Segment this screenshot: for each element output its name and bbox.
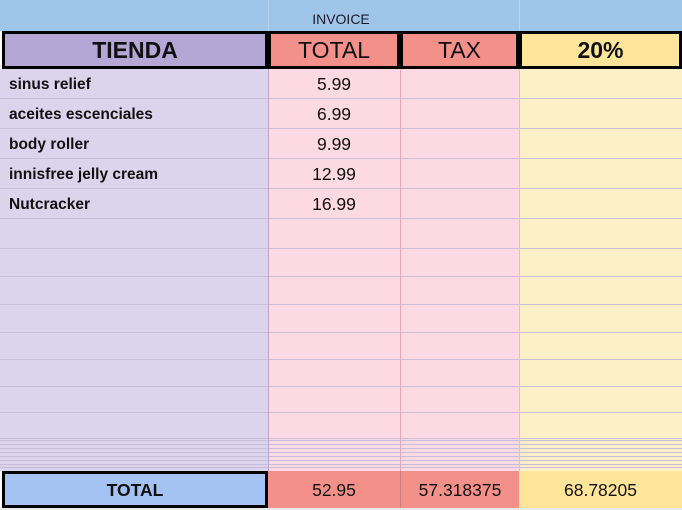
row-divider: [0, 448, 682, 449]
row-divider: [0, 460, 682, 461]
grid-line: [268, 0, 269, 31]
bottom-gridline: [0, 508, 682, 510]
item-name[interactable]: innisfree jelly cream: [9, 166, 159, 183]
table-row[interactable]: innisfree jelly cream 12.99: [0, 159, 682, 189]
item-total[interactable]: 12.99: [312, 164, 356, 184]
row-divider: [0, 188, 682, 189]
total-column[interactable]: [268, 69, 400, 471]
empty-row[interactable]: [0, 303, 682, 333]
row-divider: [0, 412, 682, 413]
tax-column[interactable]: [400, 69, 519, 471]
column-divider: [268, 69, 269, 471]
row-divider: [0, 452, 682, 453]
tax-sum[interactable]: 57.318375: [400, 471, 519, 508]
empty-row[interactable]: [0, 357, 682, 387]
row-divider: [0, 276, 682, 277]
total-sum[interactable]: 52.95: [268, 471, 400, 508]
empty-row[interactable]: [0, 275, 682, 305]
item-total[interactable]: 5.99: [316, 74, 352, 94]
table-row[interactable]: sinus relief 5.99: [0, 69, 682, 99]
table-row[interactable]: Nutcracker 16.99: [0, 189, 682, 219]
row-divider: [0, 467, 682, 468]
table-row[interactable]: body roller 9.99: [0, 129, 682, 159]
row-divider: [0, 218, 682, 219]
row-divider: [0, 332, 682, 333]
header-total[interactable]: TOTAL: [268, 31, 400, 69]
tienda-column[interactable]: [0, 69, 268, 471]
row-divider: [0, 158, 682, 159]
row-divider: [0, 456, 682, 457]
column-divider: [519, 69, 520, 471]
row-divider: [0, 248, 682, 249]
row-divider: [0, 438, 682, 439]
empty-row[interactable]: [0, 330, 682, 360]
empty-row[interactable]: [0, 219, 682, 249]
empty-row[interactable]: [0, 247, 682, 277]
row-divider: [0, 98, 682, 99]
header-tax[interactable]: TAX: [400, 31, 519, 69]
item-total[interactable]: 6.99: [316, 104, 352, 124]
row-divider: [0, 444, 682, 445]
header-percent[interactable]: 20%: [519, 31, 682, 69]
row-divider: [0, 359, 682, 360]
row-divider: [0, 440, 682, 441]
item-name[interactable]: aceites escenciales: [9, 106, 153, 123]
invoice-title[interactable]: INVOICE: [312, 11, 370, 27]
row-divider: [0, 386, 682, 387]
total-label[interactable]: TOTAL: [2, 471, 268, 508]
row-divider: [0, 128, 682, 129]
table-row[interactable]: aceites escenciales 6.99: [0, 99, 682, 129]
title-row[interactable]: [0, 0, 682, 31]
percent-column[interactable]: [519, 69, 682, 471]
item-name[interactable]: Nutcracker: [9, 196, 90, 213]
item-name[interactable]: sinus relief: [9, 76, 91, 93]
percent-sum[interactable]: 68.78205: [519, 471, 682, 508]
empty-row[interactable]: [0, 409, 682, 439]
column-divider: [400, 69, 401, 471]
row-divider: [0, 304, 682, 305]
row-divider: [0, 464, 682, 465]
grid-line: [519, 0, 520, 31]
empty-row[interactable]: [0, 383, 682, 413]
item-total[interactable]: 16.99: [312, 194, 356, 214]
item-name[interactable]: body roller: [9, 136, 90, 153]
header-tienda[interactable]: TIENDA: [2, 31, 268, 69]
item-total[interactable]: 9.99: [316, 134, 352, 154]
